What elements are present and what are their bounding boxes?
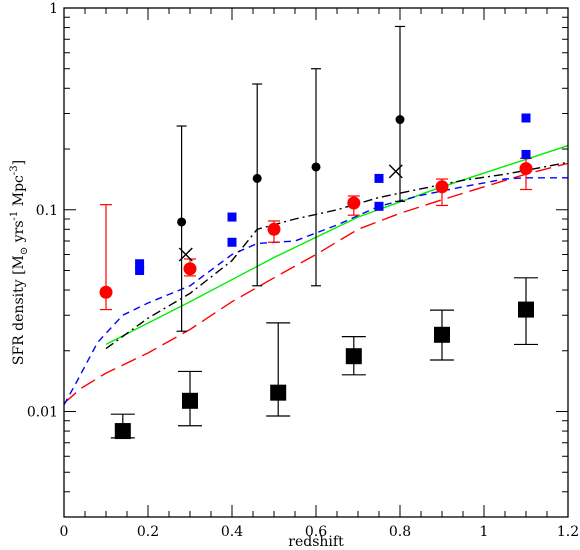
- data-point-black-circle: [395, 115, 405, 125]
- y-tick-label: 1: [49, 1, 58, 17]
- data-point-black-circle: [311, 162, 321, 172]
- y-axis-label-end: ]: [11, 160, 27, 165]
- model-curve-dash-dot: [105, 161, 568, 350]
- data-point-blue-square: [135, 265, 145, 275]
- y-axis-label-exp2: -3: [9, 165, 20, 175]
- data-point-black-square: [270, 384, 287, 401]
- data-point-blue-square: [521, 149, 531, 159]
- y-tick-label: 0.1: [36, 203, 58, 219]
- y-tick-label: 0.01: [27, 405, 58, 421]
- data-points: [99, 25, 538, 440]
- y-axis-label: SFR density [M⊙ yrs-1 Mpc-3]: [9, 160, 30, 365]
- x-axis-label: redshift: [288, 534, 344, 550]
- data-point-red-circle: [99, 285, 113, 299]
- model-curve-long-dash: [64, 162, 568, 404]
- data-point-black-square: [434, 326, 450, 343]
- data-point-blue-square: [227, 212, 237, 222]
- data-point-red-circle: [435, 180, 449, 194]
- y-axis-label-exp1: -1: [9, 211, 20, 221]
- data-point-black-square: [345, 348, 362, 365]
- data-point-blue-square: [374, 201, 384, 211]
- x-tick-label: 0.4: [221, 524, 243, 540]
- data-point-black-square: [518, 301, 534, 318]
- x-tick-label: 0.8: [389, 524, 411, 540]
- data-point-red-circle: [347, 196, 361, 210]
- data-point-cross: [388, 164, 403, 179]
- data-point-blue-square: [135, 259, 145, 269]
- axis-tick-labels: 0 0.2 0.4 0.6 0.8 1 1.2 0.01 0.1 1: [27, 1, 579, 540]
- y-axis-label-mid2: Mpc: [11, 175, 27, 211]
- x-tick-label: 0.2: [137, 524, 159, 540]
- data-point-blue-square: [521, 113, 531, 123]
- y-axis-label-mid: yrs: [11, 220, 27, 246]
- data-point-cross: [178, 247, 193, 262]
- data-point-red-circle: [183, 262, 197, 276]
- x-tick-label: 0.6: [305, 524, 327, 540]
- data-point-red-circle: [267, 222, 281, 236]
- data-point-black-circle: [177, 217, 187, 227]
- y-axis-label-sun: ⊙: [19, 247, 30, 255]
- data-point-black-square: [182, 392, 198, 409]
- x-tick-label: 1.2: [557, 524, 579, 540]
- x-tick-label: 1: [480, 524, 489, 540]
- data-point-blue-square: [374, 173, 384, 183]
- data-point-black-square: [114, 423, 131, 440]
- x-tick-label: 0: [60, 524, 69, 540]
- data-point-red-circle: [519, 162, 533, 176]
- y-axis-label-main: SFR density [M: [11, 255, 27, 365]
- data-point-blue-square: [227, 237, 237, 247]
- axis-ticks: [63, 7, 569, 518]
- data-point-black-circle: [252, 173, 262, 183]
